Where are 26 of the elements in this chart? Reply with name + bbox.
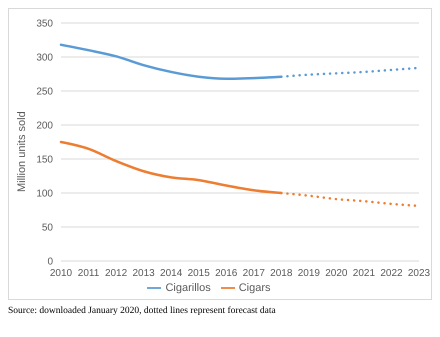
- y-tick-label: 300: [36, 52, 54, 64]
- x-tick-label: 2023: [408, 268, 431, 280]
- legend-label: Cigars: [238, 282, 271, 294]
- y-tick-label: 0: [47, 256, 54, 268]
- y-tick-label: 200: [36, 120, 54, 132]
- x-tick-label: 2022: [380, 268, 404, 280]
- x-tick-label: 2011: [78, 268, 100, 280]
- x-tick-label: 2015: [188, 268, 210, 280]
- x-tick-label: 2014: [160, 268, 183, 280]
- x-tick-label: 2021: [352, 268, 376, 280]
- x-tick-label: 2017: [242, 268, 266, 280]
- x-tick-label: 2012: [104, 268, 128, 280]
- legend-label: Cigarillos: [165, 282, 211, 294]
- source-note: Source: downloaded January 2020, dotted lines represent forecast data: [8, 306, 277, 316]
- x-tick-label: 2016: [215, 268, 238, 280]
- y-tick-label: 50: [42, 222, 54, 234]
- x-tick-label: 2010: [50, 268, 73, 280]
- y-tick-label: 350: [36, 18, 54, 30]
- x-tick-label: 2013: [132, 268, 156, 280]
- y-tick-label: 150: [36, 154, 54, 166]
- y-tick-label: 100: [36, 188, 54, 200]
- x-tick-label: 2020: [325, 268, 348, 280]
- y-tick-label: 250: [36, 86, 54, 98]
- x-tick-label: 2019: [298, 268, 320, 280]
- x-tick-label: 2018: [270, 268, 293, 280]
- y-axis-title: Million units sold: [16, 111, 28, 192]
